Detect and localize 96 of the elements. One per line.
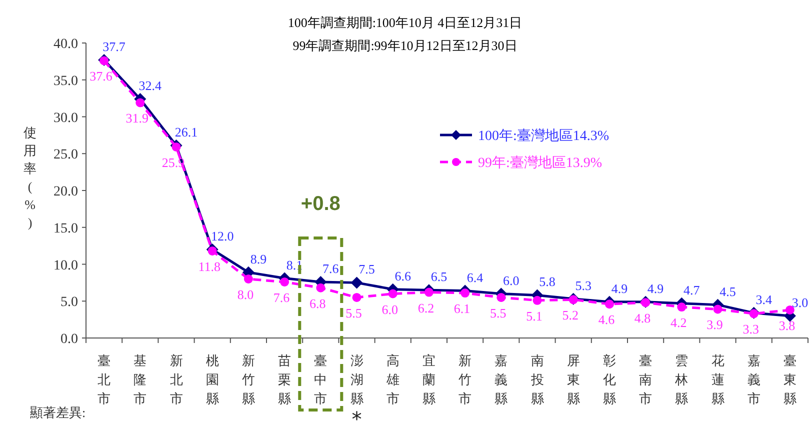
- point: [316, 283, 326, 292]
- x-tick-label: 彰化縣: [602, 353, 616, 406]
- legend-label: 100年:臺灣地區14.3%: [478, 128, 610, 144]
- data-label: 4.9: [611, 280, 628, 296]
- data-label: 6.0: [503, 272, 520, 288]
- point: [496, 292, 506, 302]
- x-tick-label: 花蓮縣: [711, 353, 724, 406]
- data-label: 31.9: [126, 110, 149, 126]
- data-label: 6.1: [454, 301, 470, 316]
- data-label: 5.5: [346, 305, 362, 320]
- data-label: 3.0: [792, 294, 808, 310]
- x-tick-label: 高雄市: [385, 353, 400, 406]
- point: [604, 300, 614, 309]
- x-tick-label: 新北市: [170, 353, 183, 406]
- data-label: 7.5: [358, 262, 375, 277]
- point: [677, 302, 686, 312]
- x-tick-label: 南投縣: [530, 353, 544, 406]
- y-tick-label: 15.0: [54, 221, 78, 236]
- x-tick-label: 新竹縣: [242, 353, 255, 406]
- point: [568, 295, 578, 304]
- x-tick-label: 臺南市: [639, 353, 652, 406]
- data-label: 4.6: [598, 312, 616, 328]
- data-label: 4.9: [647, 280, 664, 296]
- data-label: 5.8: [539, 274, 556, 290]
- point: [532, 296, 542, 305]
- data-label: 4.5: [720, 284, 736, 299]
- data-label: 5.3: [575, 278, 592, 293]
- data-label: 26.1: [174, 124, 198, 140]
- data-label: 6.8: [310, 296, 326, 311]
- data-label: 7.6: [273, 290, 290, 305]
- point: [424, 288, 434, 297]
- x-tick-label: 嘉義市: [747, 353, 760, 406]
- x-tick-label: 臺中市: [314, 353, 328, 406]
- legend-label: 99年:臺灣地區13.9%: [478, 155, 602, 171]
- point: [136, 98, 145, 108]
- point: [749, 309, 758, 318]
- data-label: 3.9: [706, 317, 723, 332]
- data-label: 8.0: [237, 287, 254, 302]
- chart-title: 100年調查期間:100年10月 4日至12月31日: [288, 15, 522, 30]
- data-label: 5.2: [562, 308, 578, 323]
- data-label: 3.3: [742, 322, 759, 337]
- data-label: 7.6: [322, 260, 340, 276]
- y-tick-label: 40.0: [54, 37, 78, 52]
- x-tick-label: 臺北市: [98, 353, 111, 406]
- data-label: 3.4: [756, 292, 772, 307]
- y-tick-label: 20.0: [54, 184, 78, 200]
- y-tick-label: 25.0: [54, 148, 78, 163]
- point: [460, 288, 470, 298]
- data-label: 4.8: [634, 310, 651, 326]
- data-label: 37.7: [102, 38, 126, 54]
- data-label: 6.4: [466, 270, 484, 285]
- data-label: 6.6: [394, 268, 412, 284]
- text: *: [352, 407, 362, 430]
- point: [208, 246, 217, 256]
- data-label: 6.0: [382, 302, 398, 317]
- point: [172, 142, 181, 152]
- point: [785, 305, 794, 314]
- data-label: 32.4: [138, 78, 162, 94]
- point: [352, 292, 362, 302]
- x-tick-label: 桃園縣: [206, 353, 219, 406]
- point: [350, 276, 363, 289]
- x-tick-label: 苗栗縣: [278, 353, 292, 406]
- y-tick-label: 0.0: [60, 332, 78, 347]
- x-tick-label: 臺東縣: [783, 353, 796, 406]
- y-tick-label: 30.0: [54, 110, 78, 126]
- data-label: 8.9: [250, 251, 267, 266]
- data-label: 4.2: [670, 315, 687, 330]
- data-label: 6.5: [430, 269, 448, 284]
- data-label: 37.6: [90, 68, 113, 84]
- point: [388, 289, 398, 298]
- data-label: 5.1: [526, 308, 542, 324]
- point: [100, 56, 109, 66]
- data-label: 12.0: [210, 228, 234, 244]
- data-label: 6.2: [418, 300, 434, 316]
- data-label: 4.7: [684, 282, 700, 298]
- chart-subtitle: 99年調查期間:99年10月12日至12月30日: [292, 38, 518, 53]
- x-tick-label: 宜蘭縣: [422, 353, 436, 406]
- x-tick-label: 新竹市: [458, 353, 472, 406]
- x-tick-label: 嘉義縣: [494, 353, 508, 406]
- y-axis-title: 使用率(%): [24, 125, 36, 230]
- y-tick-label: 35.0: [54, 74, 78, 89]
- y-tick-label: 5.0: [60, 295, 78, 310]
- data-label: 3.8: [778, 318, 796, 333]
- y-tick-label: 10.0: [54, 258, 78, 274]
- point: [641, 298, 650, 308]
- x-tick-label: 基隆市: [134, 353, 147, 406]
- x-tick-label: 雲林縣: [674, 353, 688, 406]
- point: [280, 277, 290, 286]
- annotation: +0.8: [300, 193, 340, 215]
- text: 顯著差異:: [30, 405, 86, 420]
- point: [244, 274, 253, 284]
- data-label: 11.8: [198, 258, 220, 274]
- x-tick-label: 屏東縣: [566, 353, 580, 406]
- x-tick-label: 澎湖縣: [350, 353, 364, 406]
- data-label: 5.5: [490, 305, 506, 320]
- point: [713, 304, 722, 314]
